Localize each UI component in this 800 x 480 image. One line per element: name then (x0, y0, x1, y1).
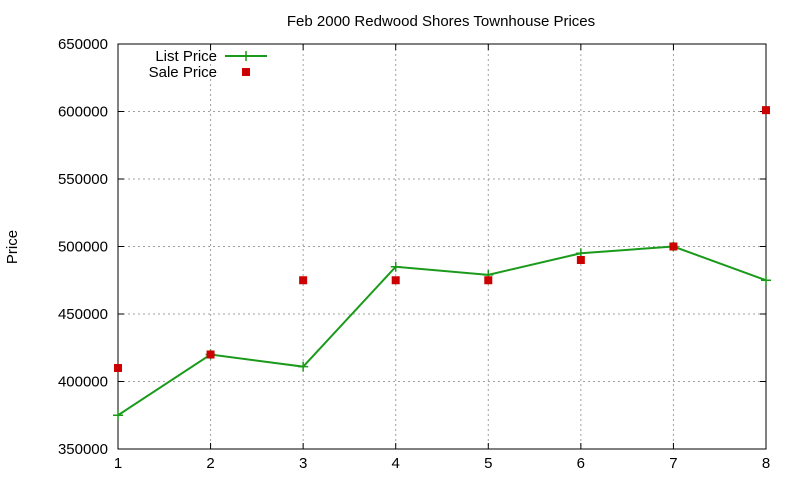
list-price-point (761, 275, 771, 286)
sale-price-point (391, 276, 400, 285)
sale-price-point (576, 256, 585, 264)
list-price-point (390, 261, 401, 272)
x-tick-label: 7 (669, 455, 677, 472)
chart-title: Feb 2000 Redwood Shores Townhouse Prices (287, 13, 595, 30)
x-tick-label: 2 (206, 455, 214, 472)
sale-price-point (206, 350, 215, 359)
y-tick-label: 550000 (58, 171, 108, 188)
sale-price-point (299, 276, 308, 285)
y-tick-label: 450000 (58, 306, 108, 323)
x-tick-label: 1 (114, 455, 122, 472)
y-tick-label: 400000 (58, 374, 108, 391)
list-price-point (113, 410, 123, 421)
list-price-point (298, 361, 309, 372)
y-axis-label: Price (4, 230, 21, 264)
legend-marker-plus (241, 51, 251, 61)
x-tick-label: 3 (299, 455, 307, 472)
sale-price-point (484, 276, 493, 285)
x-tick-label: 8 (762, 455, 770, 472)
x-tick-label: 6 (577, 455, 585, 472)
y-tick-label: 650000 (58, 36, 108, 53)
sale-price-point (114, 364, 122, 372)
axes: 350000 400000 450000 500000 550000 600000 6500… (58, 36, 770, 472)
legend-marker-square (242, 68, 250, 76)
legend-label: Sale Price (149, 64, 217, 81)
legend-label: List Price (155, 48, 217, 65)
x-tick-label: 4 (392, 455, 400, 472)
sale-price-point (669, 242, 678, 251)
series (113, 106, 771, 421)
sale-price-point (762, 106, 770, 115)
series-line-list-price (117, 245, 767, 417)
grid (118, 44, 766, 449)
y-tick-label: 500000 (58, 239, 108, 256)
y-tick-label: 600000 (58, 104, 108, 121)
x-tick-label: 5 (484, 455, 492, 472)
y-tick-label: 350000 (58, 441, 108, 458)
